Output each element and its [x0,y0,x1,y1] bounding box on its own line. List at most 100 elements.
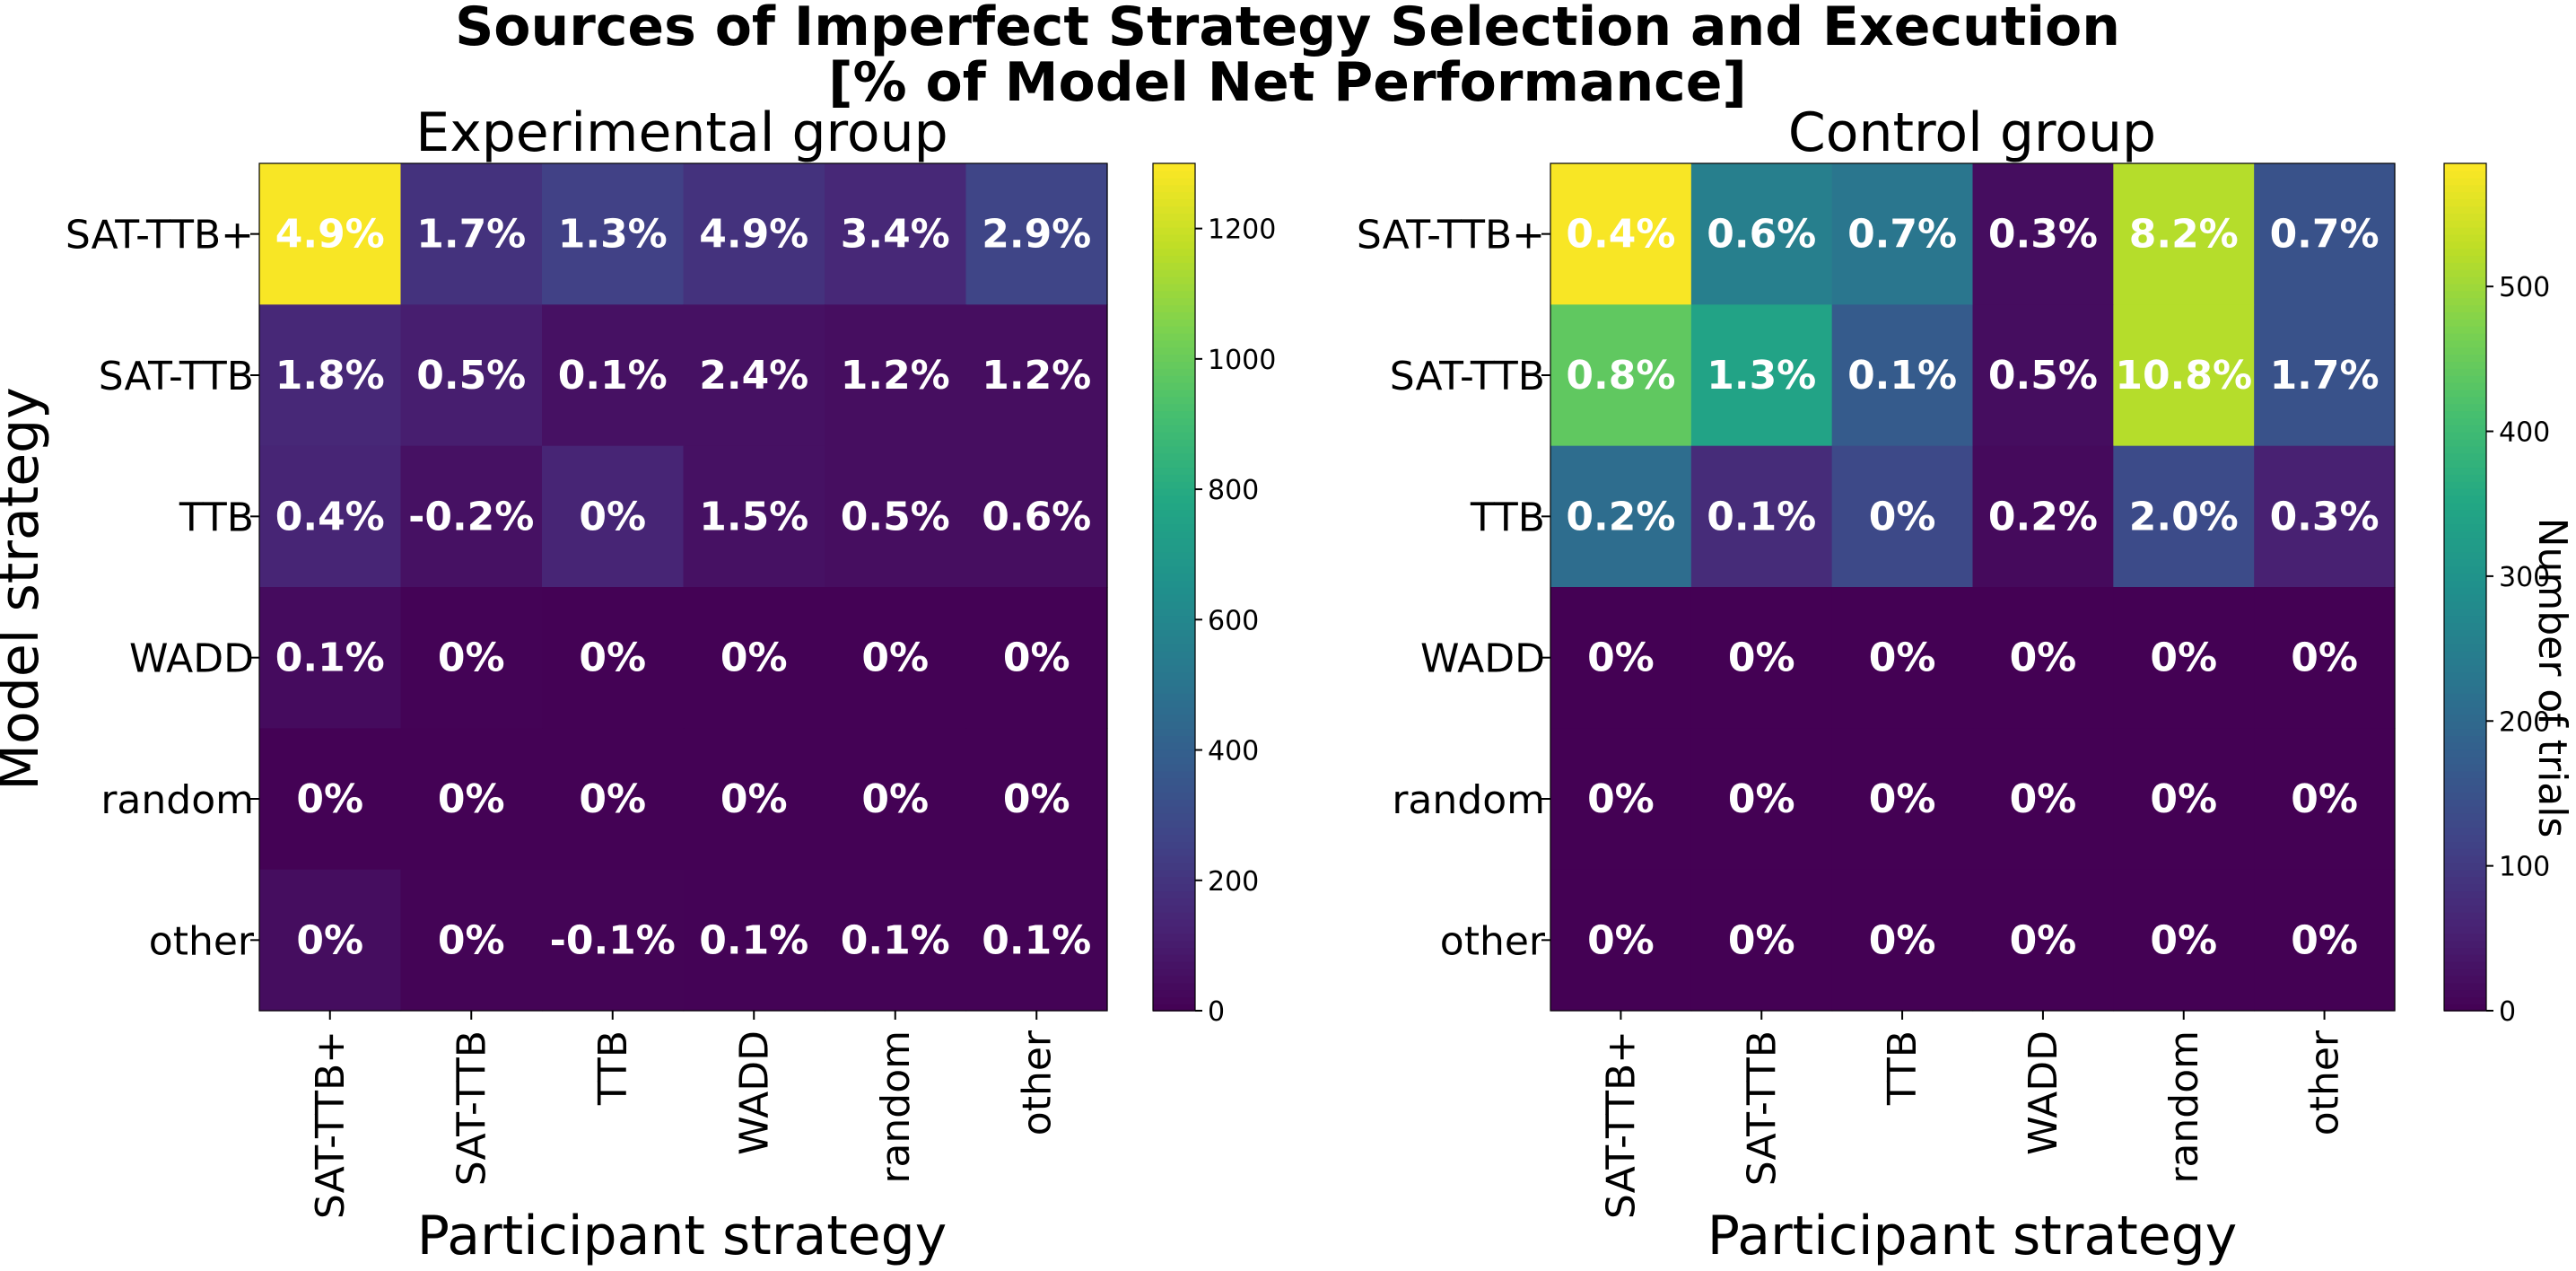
control-colorbar-segment [2444,219,2486,228]
experimental-cell-r4-c0 [259,728,402,871]
experimental-panel-title: Experimental group [415,101,947,164]
experimental-y-tick-sat-ttb: SAT-TTB [99,354,254,399]
control-cell-label-r3-c2: 0% [1869,636,1936,681]
control-colorbar-segment [2444,297,2486,306]
experimental-colorbar-segment [1153,989,1195,998]
experimental-cell-r2-c2 [542,445,685,588]
control-cell-r5-c5 [2254,869,2396,1012]
experimental-colorbar-segment [1153,381,1195,390]
control-colorbar-segment [2444,339,2486,348]
experimental-cell-r5-c5 [965,869,1108,1012]
experimental-cell-label-r5-c2: -0.1% [550,917,676,963]
control-x-tick-sat-ttb: SAT-TTB+ [1598,1030,1644,1219]
experimental-colorbar-segment [1153,679,1195,687]
experimental-cell-label-r4-c4: 0% [861,776,929,822]
control-cell-label-r3-c0: 0% [1587,636,1655,681]
experimental-cell-label-r1-c3: 2.4% [699,353,808,399]
experimental-colorbar-segment [1153,516,1195,524]
experimental-colorbar-segment [1153,248,1195,257]
experimental-y-tick-sat-ttb: SAT-TTB+ [65,213,254,259]
control-x-tick-random: random [2161,1030,2207,1184]
experimental-colorbar-segment [1153,862,1195,871]
control-colorbar-segment [2444,502,2486,511]
control-colorbar-segment [2444,587,2486,595]
control-colorbar-segment [2444,551,2486,560]
control-colorbar-segment [2444,898,2486,906]
control-colorbar-segment [2444,332,2486,341]
control-colorbar-segment [2444,248,2486,257]
control-cell-r5-c0 [1550,869,1692,1012]
control-cell-label-r2-c5: 0.3% [2270,494,2380,539]
control-cell-r2-c1 [1690,445,1833,588]
control-cell-r3-c3 [1972,587,2114,729]
experimental-cell-r3-c2 [542,587,685,729]
experimental-colorbar-segment [1153,255,1195,263]
experimental-colorbar-segment [1153,876,1195,885]
control-colorbar-segment [2444,805,2486,814]
control-colorbar-segment [2444,304,2486,312]
figure-title-line2: [% of Model Net Performance] [828,51,1747,114]
experimental-colorbar-segment [1153,431,1195,440]
control-cell-r5-c3 [1972,869,2114,1012]
control-x-tick-ttb: TTB [1880,1030,1925,1106]
control-colorbar-frame [2443,162,2487,1012]
control-colorbar-segment [2444,622,2486,630]
control-cell-label-r1-c1: 1.3% [1707,353,1816,399]
control-colorbar-segment [2444,812,2486,821]
control-cell-r0-c4 [2113,163,2255,305]
experimental-colorbar-segment [1153,996,1195,1004]
control-colorbar-segment [2444,580,2486,588]
control-cell-r3-c2 [1831,587,1974,729]
control-colorbar-segment [2444,996,2486,1004]
experimental-cell-label-r3-c3: 0% [720,636,788,681]
experimental-cell-label-r2-c1: -0.2% [408,494,534,539]
experimental-cell-label-r3-c5: 0% [1003,636,1070,681]
experimental-colorbar-segment [1153,509,1195,518]
control-colorbar-segment [2444,389,2486,398]
experimental-colorbar-segment [1153,968,1195,977]
control-colorbar-segment [2444,600,2486,609]
experimental-cell-label-r3-c4: 0% [861,636,929,681]
experimental-colorbar-segment [1153,883,1195,892]
experimental-cell-label-r2-c5: 0.6% [982,494,1091,539]
control-colorbar-tick-100: 100 [2499,852,2550,883]
experimental-colorbar-segment [1153,636,1195,644]
control-cell-label-r2-c0: 0.2% [1566,494,1675,539]
experimental-x-tick-wadd: WADD [731,1030,777,1155]
control-x-ticks: SAT-TTB+ SAT-TTB TTB WADD random other [1598,1011,2348,1219]
control-cell-label-r3-c4: 0% [2150,636,2217,681]
control-cell-label-r5-c0: 0% [1587,917,1655,963]
control-colorbar-segment [2444,410,2486,418]
control-cell-label-r5-c3: 0% [2010,917,2077,963]
control-cell-r2-c3 [1972,445,2114,588]
experimental-colorbar-segment [1153,573,1195,581]
control-cell-r0-c3 [1972,163,2114,305]
control-cell-r2-c0 [1550,445,1692,588]
control-colorbar-segment [2444,381,2486,390]
experimental-colorbar-segment [1153,445,1195,454]
control-cell-r5-c2 [1831,869,1974,1012]
experimental-colorbar: 0 200 400 600 800 1000 1200 [1152,162,1276,1028]
experimental-cell-label-r5-c5: 0.1% [982,917,1091,963]
control-colorbar-segment [2444,325,2486,334]
control-colorbar-segment [2444,1004,2486,1012]
experimental-x-tick-other: other [1014,1030,1060,1135]
experimental-cell-label-r0-c4: 3.4% [841,212,950,258]
control-cell-r4-c1 [1690,728,1833,871]
control-cell-label-r0-c0: 0.4% [1566,212,1675,258]
control-cell-r4-c0 [1550,728,1692,871]
experimental-cell-label-r4-c3: 0% [720,776,788,822]
control-cell-label-r1-c5: 1.7% [2270,353,2380,399]
experimental-colorbar-segment [1153,551,1195,560]
control-colorbar-segment [2444,375,2486,383]
experimental-cell-r3-c5 [965,587,1108,729]
experimental-cell-r1-c1 [400,304,543,447]
experimental-colorbar-segment [1153,537,1195,546]
experimental-colorbar-segment [1153,587,1195,595]
experimental-colorbar-segment [1153,354,1195,363]
experimental-cell-label-r0-c0: 4.9% [275,212,385,258]
control-colorbar-segment [2444,163,2486,171]
control-cell-r4-c4 [2113,728,2255,871]
experimental-colorbar-segment [1153,600,1195,609]
control-cell-label-r1-c4: 10.8% [2115,353,2252,399]
